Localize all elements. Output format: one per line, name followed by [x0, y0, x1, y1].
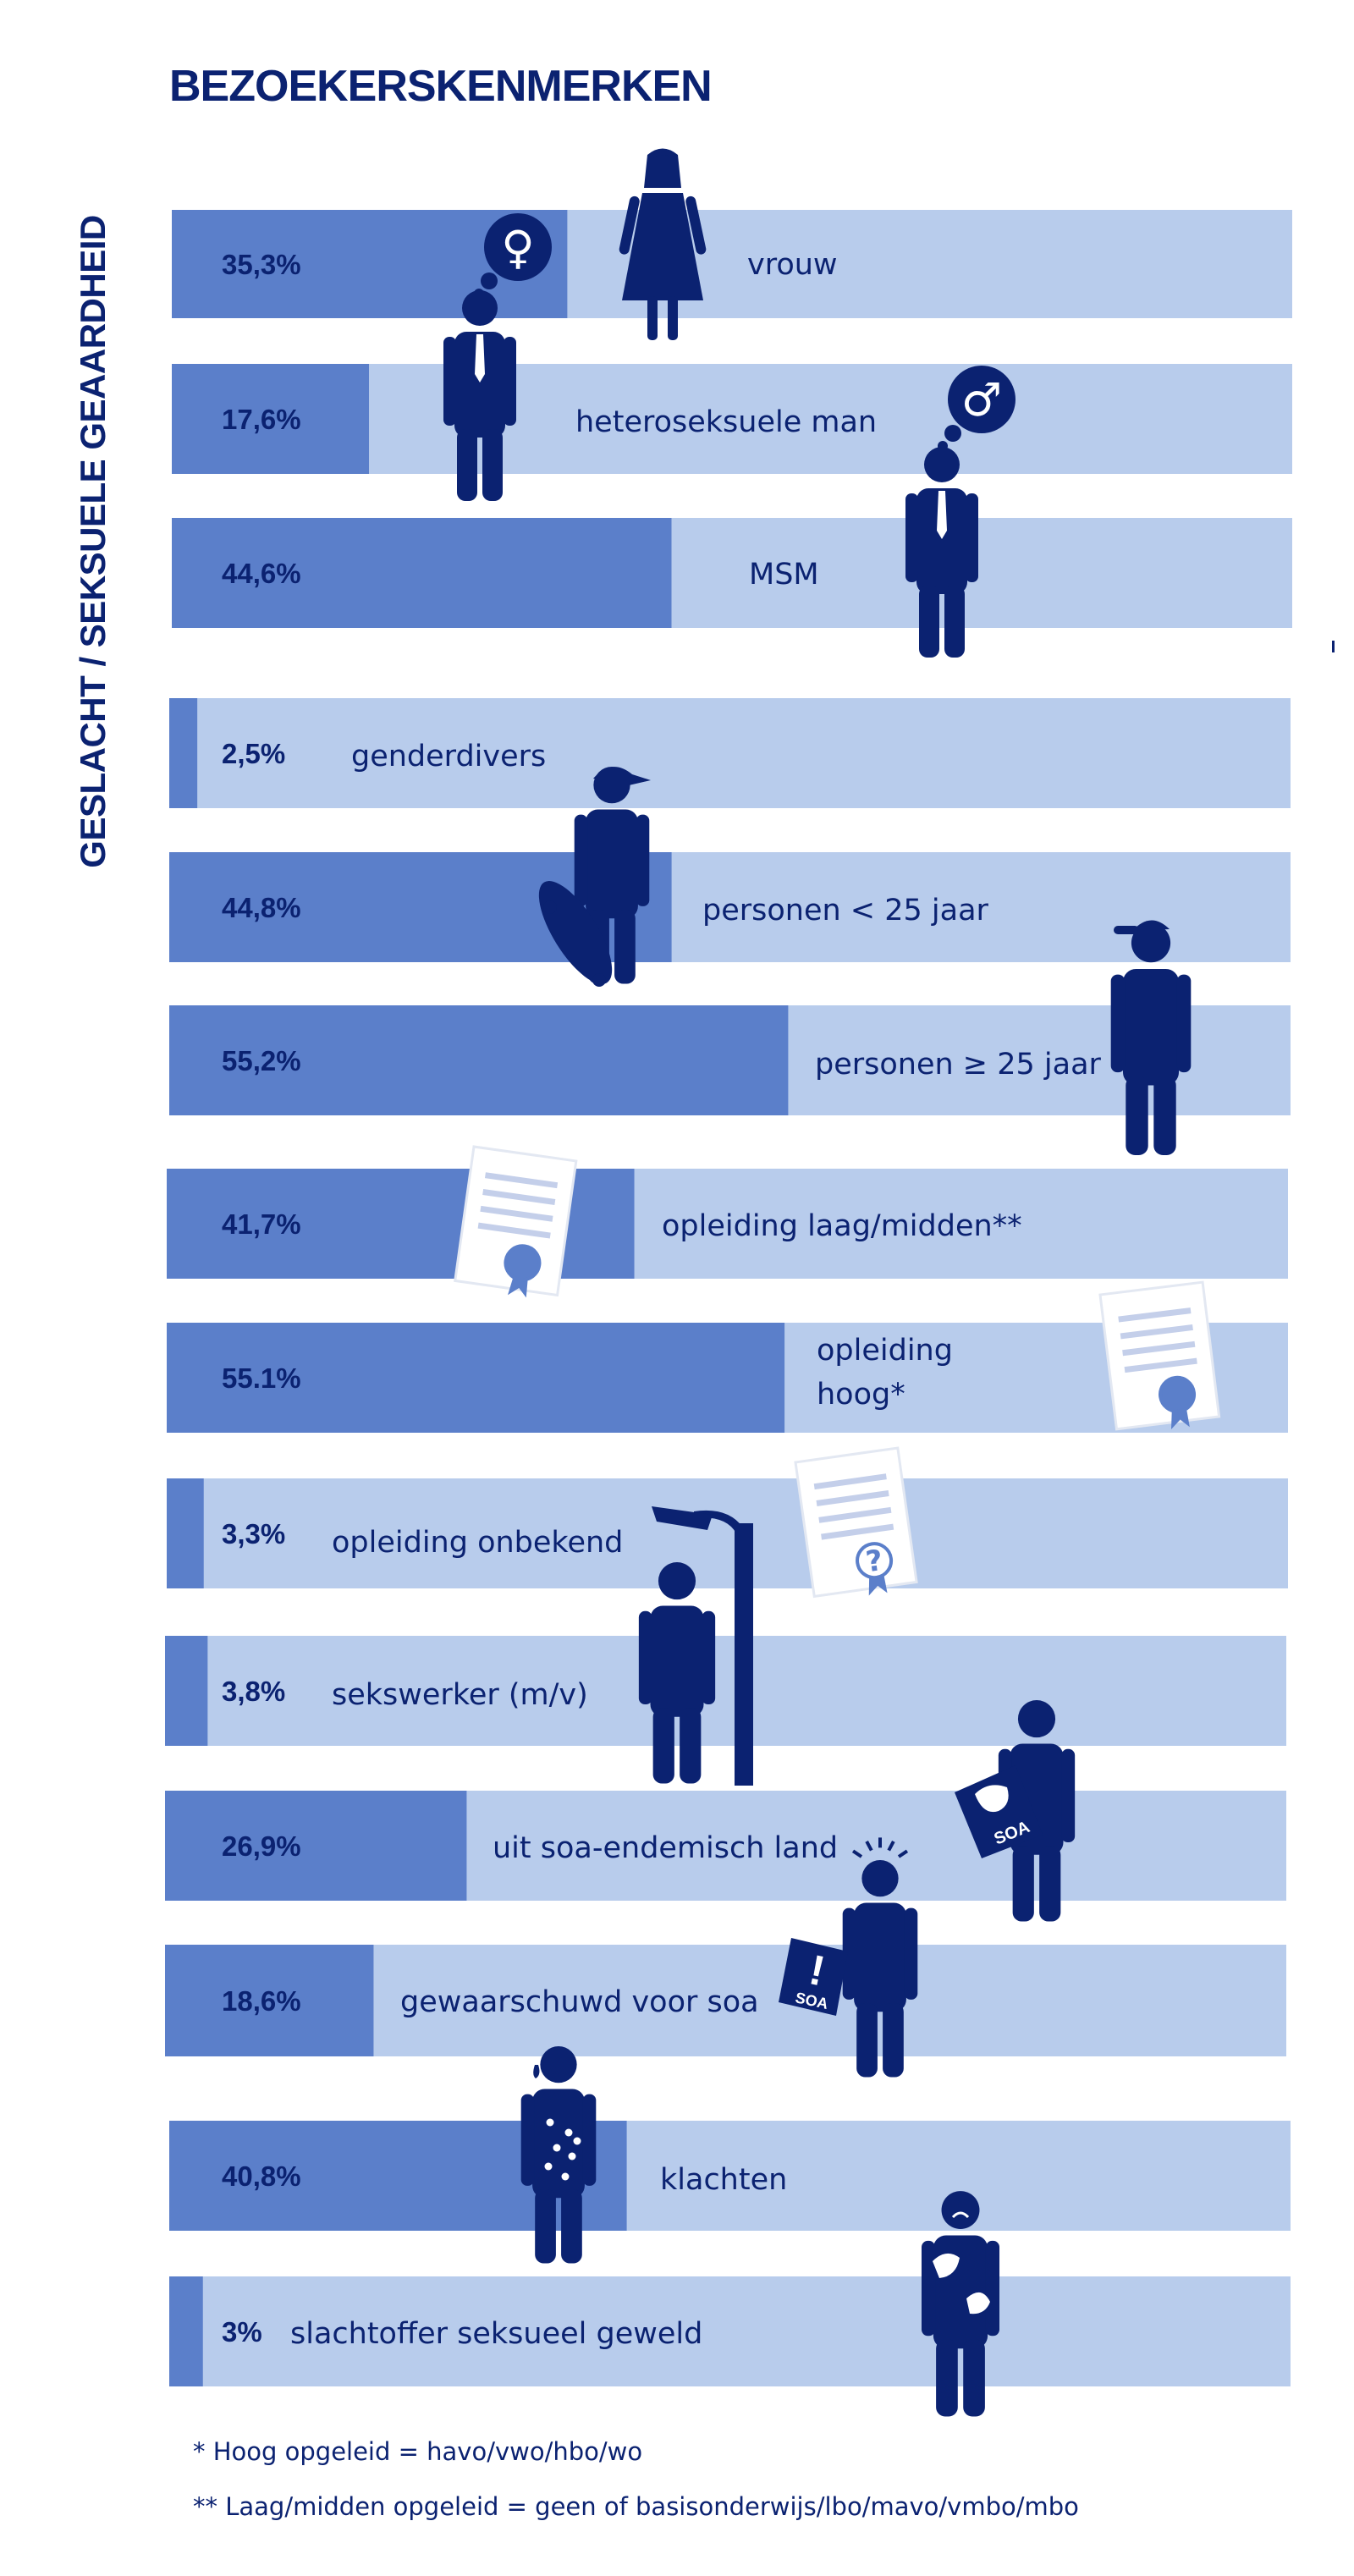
category-label-opleiding-hoog: opleiding [817, 1334, 953, 1368]
category-label-genderdivers: genderdivers [351, 740, 546, 773]
value-label-opleiding-laag-midden: 41,7% [222, 1208, 301, 1240]
value-label-heteroseksuele-man: 17,6% [222, 404, 301, 435]
category-label-vrouw: vrouw [747, 248, 838, 282]
bar-track-sekswerker-m-v [165, 1636, 1286, 1746]
man-in-tie-icon [443, 290, 516, 501]
value-label-opleiding-hoog: 55.1% [222, 1362, 301, 1394]
category-label-opleiding-onbekend: opleiding onbekend [332, 1526, 623, 1560]
woman-icon [619, 148, 707, 340]
page-title: BEZOEKERSKENMERKEN [169, 62, 713, 111]
category-label-personen-25-jaar: personen ≥ 25 jaar [815, 1048, 1102, 1082]
diploma-question-icon: ? [794, 1446, 918, 1599]
bar-slachtoffer-seksueel-geweld [169, 2276, 203, 2386]
footnote-low-education: ** Laag/midden opgeleid = geen of basiso… [193, 2492, 1079, 2521]
bar-opleiding-hoog [167, 1323, 785, 1433]
svg-text:♂: ♂ [961, 373, 1002, 427]
category-label-klachten: klachten [660, 2163, 787, 2197]
bar-msm [172, 518, 672, 628]
category-label-opleiding-hoog-line2: hoog* [817, 1378, 905, 1412]
bar-opleiding-onbekend [167, 1478, 204, 1588]
bar-sekswerker-m-v [165, 1636, 208, 1746]
streetlamp-icon [652, 1506, 753, 1786]
bar-personen-25-jaar [169, 1005, 789, 1115]
value-label-klachten: 40,8% [222, 2160, 301, 2192]
value-label-personen-25-jaar: 44,8% [222, 892, 301, 923]
value-label-gewaarschuwd-voor-soa: 18,6% [222, 1985, 301, 2017]
person-icon [638, 1562, 716, 1784]
diploma-icon [1098, 1280, 1221, 1431]
sad-person-icon [921, 2191, 1000, 2417]
bar-track-opleiding-onbekend [167, 1478, 1288, 1588]
value-label-vrouw: 35,3% [222, 249, 301, 280]
value-label-sekswerker-m-v: 3,8% [222, 1676, 285, 1707]
category-label-sekswerker-m-v: sekswerker (m/v) [332, 1678, 588, 1712]
bar-gewaarschuwd-voor-soa [165, 1945, 374, 2056]
bar-uit-soa-endemisch-land [165, 1791, 467, 1901]
bar-track-slachtoffer-seksueel-geweld [169, 2276, 1291, 2386]
person-with-map-icon: SOA [955, 1700, 1076, 1922]
adult-with-cap-icon [1110, 920, 1192, 1155]
category-label-uit-soa-endemisch-land: uit soa-endemisch land [493, 1831, 838, 1865]
value-label-genderdivers: 2,5% [222, 738, 285, 769]
category-label-opleiding-laag-midden: opleiding laag/midden** [662, 1209, 1022, 1243]
bar-track-genderdivers [169, 698, 1291, 808]
value-label-opleiding-onbekend: 3,3% [222, 1518, 285, 1549]
man-in-tie-icon [905, 447, 978, 658]
value-label-personen-25-jaar: 55,2% [222, 1045, 301, 1076]
svg-text:♀: ♀ [501, 221, 535, 274]
youth-with-skateboard-icon [538, 767, 651, 987]
person-with-spots-icon [520, 2046, 597, 2264]
category-label-gewaarschuwd-voor-soa: gewaarschuwd voor soa [400, 1985, 759, 2019]
category-label-personen-25-jaar: personen < 25 jaar [702, 894, 989, 927]
category-label-heteroseksuele-man: heteroseksuele man [575, 405, 877, 439]
value-label-uit-soa-endemisch-land: 26,9% [222, 1830, 301, 1862]
value-label-msm: 44,6% [222, 558, 301, 589]
male-symbol-icon: ♂ [938, 366, 1015, 451]
category-label-slachtoffer-seksueel-geweld: slachtoffer seksueel geweld [290, 2317, 702, 2351]
category-label-msm: MSM [749, 558, 819, 592]
alarmed-person-icon [842, 1837, 918, 2078]
bar-genderdivers [169, 698, 198, 808]
value-label-slachtoffer-seksueel-geweld: 3% [222, 2316, 262, 2348]
stray-mark [1332, 641, 1335, 652]
footnote-high-education: * Hoog opgeleid = havo/vwo/hbo/wo [193, 2437, 643, 2466]
soa-warning-sign-icon: !SOA [779, 1938, 848, 2016]
bar-heteroseksuele-man [172, 364, 370, 474]
diploma-icon [454, 1145, 578, 1298]
